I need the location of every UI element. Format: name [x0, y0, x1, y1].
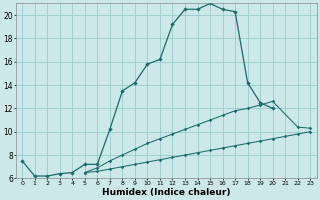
X-axis label: Humidex (Indice chaleur): Humidex (Indice chaleur) [102, 188, 230, 197]
